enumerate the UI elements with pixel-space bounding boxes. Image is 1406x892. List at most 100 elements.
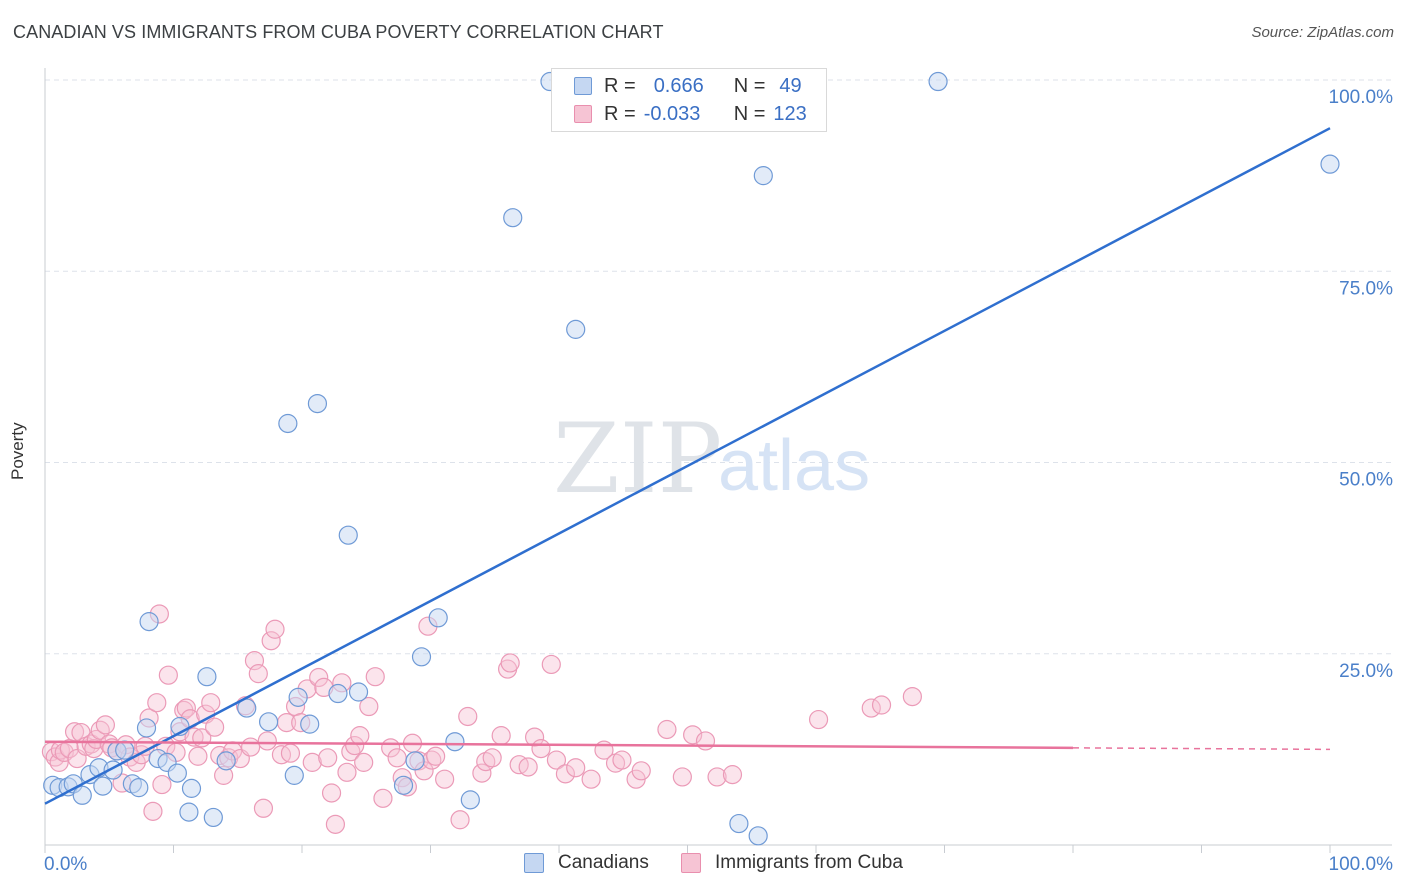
- point-canadians: [445, 732, 465, 752]
- point-cuba: [695, 731, 716, 751]
- legend-swatch-cuba: [681, 853, 701, 873]
- point-cuba: [95, 715, 115, 735]
- point-canadians: [503, 208, 523, 228]
- legend-item-cuba: Immigrants from Cuba: [681, 852, 903, 874]
- legend-n-label: N =: [733, 102, 766, 125]
- point-canadians: [203, 807, 223, 828]
- gridlines: [45, 79, 1392, 655]
- legend-swatch-canadians: [524, 853, 544, 873]
- point-cuba: [253, 798, 274, 818]
- stats-legend: R = 0.666 N = 49 R = -0.033 N = 123: [551, 68, 827, 132]
- y-tick-label: 50.0%: [1339, 470, 1393, 491]
- point-cuba: [325, 814, 346, 834]
- point-cuba: [354, 752, 374, 772]
- point-canadians: [258, 712, 279, 732]
- point-canadians: [300, 714, 320, 734]
- legend-label-canadians: Canadians: [558, 852, 649, 873]
- point-canadians: [167, 763, 187, 783]
- point-cuba: [566, 758, 586, 778]
- point-cuba: [631, 761, 651, 781]
- point-cuba: [90, 720, 110, 740]
- point-cuba: [318, 748, 338, 768]
- point-cuba: [205, 717, 225, 737]
- legend-item-canadians: Canadians: [524, 852, 649, 874]
- trend-line-cuba-extension: [1072, 747, 1331, 751]
- point-canadians: [428, 608, 448, 628]
- point-cuba: [450, 810, 470, 830]
- y-tick-label: 100.0%: [1329, 87, 1394, 108]
- point-cuba: [707, 767, 727, 787]
- point-canadians: [237, 698, 257, 718]
- trend-lines: [44, 127, 1331, 805]
- legend-r-value: 0.666: [653, 74, 704, 97]
- legend-row-canadians: R = 0.666 N = 49: [574, 73, 802, 99]
- point-cuba: [321, 783, 342, 803]
- watermark-zip: ZIP: [553, 403, 722, 515]
- legend-r-label: R =: [604, 74, 636, 97]
- point-cuba: [158, 665, 178, 685]
- point-cuba: [359, 696, 379, 717]
- point-cuba: [902, 686, 922, 707]
- point-canadians: [753, 166, 773, 186]
- watermark: ZIP atlas: [553, 403, 870, 515]
- point-cuba: [143, 801, 163, 821]
- point-cuba: [248, 664, 268, 684]
- point-canadians: [93, 776, 113, 796]
- point-canadians: [928, 71, 948, 92]
- y-tick-label: 75.0%: [1339, 278, 1393, 299]
- point-canadians: [129, 778, 149, 798]
- legend-swatch-pink: [574, 105, 592, 123]
- point-cuba: [808, 709, 829, 730]
- point-cuba: [426, 746, 446, 766]
- point-cuba: [147, 693, 167, 713]
- point-cuba: [581, 769, 601, 789]
- point-cuba: [531, 739, 551, 759]
- chart-title: CANADIAN VS IMMIGRANTS FROM CUBA POVERTY…: [13, 22, 664, 42]
- x-tick-label: 0.0%: [44, 854, 87, 875]
- series-canadians: [43, 71, 1340, 846]
- point-cuba: [491, 726, 511, 746]
- point-cuba: [337, 762, 357, 782]
- legend-row-cuba: R = -0.033 N = 123: [574, 101, 807, 127]
- point-canadians: [284, 765, 304, 785]
- watermark-atlas: atlas: [718, 426, 870, 506]
- point-cuba: [458, 706, 478, 727]
- point-canadians: [72, 785, 92, 805]
- point-cuba: [350, 726, 370, 746]
- point-canadians: [460, 790, 480, 810]
- legend-label-cuba: Immigrants from Cuba: [715, 852, 903, 873]
- point-canadians: [748, 826, 768, 846]
- trend-line-canadians: [44, 127, 1331, 805]
- point-cuba: [546, 750, 567, 770]
- axes: [44, 68, 1392, 853]
- point-cuba: [309, 667, 329, 688]
- tick-labels: 25.0% 50.0% 75.0% 100.0% 0.0% 100.0%: [44, 87, 1393, 875]
- point-cuba: [261, 631, 281, 651]
- point-cuba: [541, 654, 561, 675]
- point-canadians: [139, 612, 159, 632]
- point-canadians: [115, 740, 135, 760]
- point-canadians: [566, 319, 586, 339]
- point-canadians: [328, 683, 348, 704]
- point-canadians: [181, 778, 202, 798]
- point-cuba: [302, 752, 322, 772]
- point-cuba: [482, 748, 502, 768]
- point-cuba: [365, 667, 385, 687]
- point-canadians: [348, 682, 369, 702]
- point-canadians: [179, 802, 199, 822]
- source-label: Source: ZipAtlas.com: [1251, 24, 1394, 41]
- legend-n-value: 123: [773, 102, 807, 125]
- legend-n-label: N =: [733, 74, 766, 97]
- point-cuba: [472, 763, 492, 783]
- point-canadians: [405, 751, 425, 771]
- point-cuba: [373, 788, 393, 808]
- point-cuba: [257, 731, 277, 751]
- point-cuba: [524, 727, 545, 747]
- point-cuba: [435, 769, 455, 789]
- point-cuba: [265, 619, 285, 639]
- point-canadians: [411, 647, 432, 667]
- legend-n-value: 49: [779, 74, 802, 97]
- point-canadians: [216, 751, 236, 771]
- legend-r-value: -0.033: [643, 102, 701, 125]
